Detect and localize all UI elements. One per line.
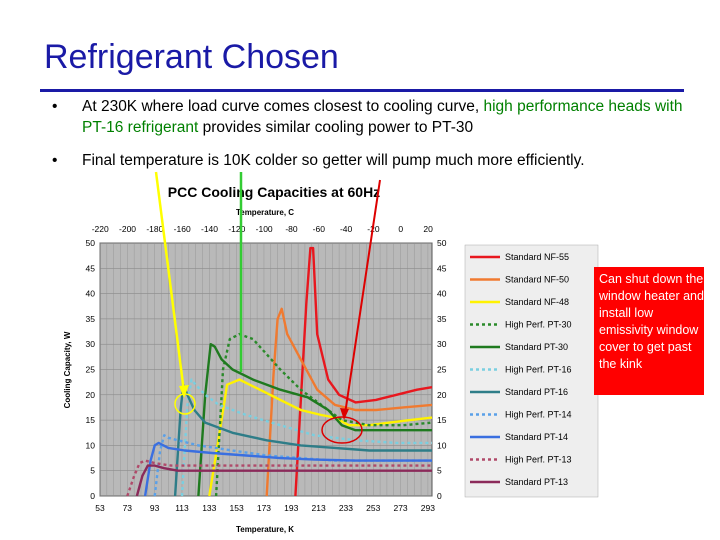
legend-label: Standard NF-55 (505, 252, 569, 262)
x-tick-label: 253 (366, 503, 380, 513)
top-tick-label: -60 (313, 224, 326, 234)
top-tick-label: -80 (285, 224, 298, 234)
slide-title: Refrigerant Chosen (44, 38, 339, 76)
annotation-yellow-arrow (154, 171, 186, 393)
window-heater-note: Can shut down the window heater and inst… (594, 267, 704, 395)
bullet-1-highlight: high performance heads with PT-16 refrig… (82, 98, 683, 136)
y-tick-label: 5 (90, 466, 95, 476)
y-tick-label-right: 15 (437, 415, 447, 425)
top-tick-label: -180 (146, 224, 163, 234)
series-line-standard-nf-55 (294, 246, 433, 497)
y-tick-label: 0 (90, 491, 95, 501)
series-line-standard-nf-48 (208, 378, 433, 497)
y-tick-label: 40 (86, 289, 96, 299)
x-tick-label: 53 (95, 503, 105, 513)
series-line-standard-pt-13 (135, 464, 432, 497)
top-tick-label: 0 (398, 224, 403, 234)
x-tick-label: 233 (339, 503, 353, 513)
legend-box (464, 244, 599, 498)
x-tick-label: 193 (284, 503, 298, 513)
y-tick-label: 15 (86, 415, 96, 425)
x-tick-label: 213 (312, 503, 326, 513)
bullet-item-1: • At 230K where load curve comes closest… (52, 96, 702, 138)
legend-label: Standard NF-48 (505, 297, 569, 307)
bullet-2-text: Final temperature is 10K colder so gette… (82, 152, 585, 169)
legend-label: High Perf. PT-30 (505, 320, 572, 330)
top-tick-label: 20 (423, 224, 433, 234)
y-tick-label-right: 50 (437, 238, 447, 248)
legend-label: Standard PT-16 (505, 387, 568, 397)
y-tick-label-right: 25 (437, 365, 447, 375)
top-tick-label: -120 (228, 224, 245, 234)
top-tick-label: -220 (92, 224, 109, 234)
chart-title: PCC Cooling Capacities at 60Hz (168, 184, 380, 200)
series-line-standard-nf-50 (265, 307, 433, 497)
y-tick-label: 30 (86, 339, 96, 349)
y-tick-label: 50 (86, 238, 96, 248)
y-tick-label-right: 45 (437, 263, 447, 273)
y-tick-label: 10 (86, 440, 96, 450)
series-line-standard-pt-30 (197, 343, 432, 497)
y-tick-label-right: 40 (437, 289, 447, 299)
x-tick-label: 113 (175, 503, 189, 513)
legend-label: High Perf. PT-16 (505, 365, 572, 375)
x-tick-label: 133 (202, 503, 216, 513)
title-underline (40, 89, 684, 92)
annotation-red-arrow (344, 179, 381, 415)
x-tick-label: 153 (230, 503, 244, 513)
x-tick-label: 173 (257, 503, 271, 513)
legend-label: Standard PT-14 (505, 432, 568, 442)
y-tick-label-right: 30 (437, 339, 447, 349)
y-tick-label-right: 10 (437, 440, 447, 450)
bullet-list: • At 230K where load curve comes closest… (52, 96, 702, 183)
annotation-red-arrowhead (340, 408, 349, 420)
bullet-item-2: • Final temperature is 10K colder so get… (52, 150, 702, 171)
y-tick-label: 25 (86, 365, 96, 375)
y-tick-label: 20 (86, 390, 96, 400)
series-line-standard-pt-14 (143, 441, 432, 497)
annotation-yellow-arrowhead (179, 385, 189, 398)
x-tick-label: 73 (123, 503, 133, 513)
x-axis-label: Temperature, K (236, 525, 294, 534)
bullet-marker: • (52, 98, 58, 115)
series-line-high-perf-pt-30 (214, 332, 433, 497)
top-tick-label: -40 (340, 224, 353, 234)
top-tick-label: -140 (201, 224, 218, 234)
y-tick-label: 35 (86, 314, 96, 324)
legend-label: Standard PT-30 (505, 342, 568, 352)
x-tick-label: 293 (421, 503, 435, 513)
legend-label: Standard NF-50 (505, 275, 569, 285)
top-axis-label: Temperature, C (236, 208, 294, 217)
bullet-1-text-end: provides similar cooling power to PT-30 (198, 119, 474, 136)
y-tick-label-right: 20 (437, 390, 447, 400)
y-tick-label-right: 35 (437, 314, 447, 324)
y-tick-label: 45 (86, 263, 96, 273)
x-tick-label: 93 (150, 503, 160, 513)
y-tick-label-right: 0 (437, 491, 442, 501)
x-tick-label: 273 (393, 503, 407, 513)
y-tick-label-right: 5 (437, 466, 442, 476)
annotation-yellow-circle (174, 393, 196, 415)
legend-label: Standard PT-13 (505, 477, 568, 487)
annotation-red-circle (321, 416, 363, 444)
top-tick-label: -200 (119, 224, 136, 234)
bullet-marker: • (52, 152, 58, 169)
legend-label: High Perf. PT-13 (505, 455, 572, 465)
series-line-high-perf-pt-14 (153, 434, 432, 497)
bullet-1-text: At 230K where load curve comes closest t… (82, 98, 484, 115)
y-axis-label: Cooling Capacity, W (63, 331, 72, 408)
top-tick-label: -160 (174, 224, 191, 234)
series-line-high-perf-pt-16 (180, 378, 432, 497)
legend-label: High Perf. PT-14 (505, 410, 572, 420)
top-tick-label: -100 (256, 224, 273, 234)
